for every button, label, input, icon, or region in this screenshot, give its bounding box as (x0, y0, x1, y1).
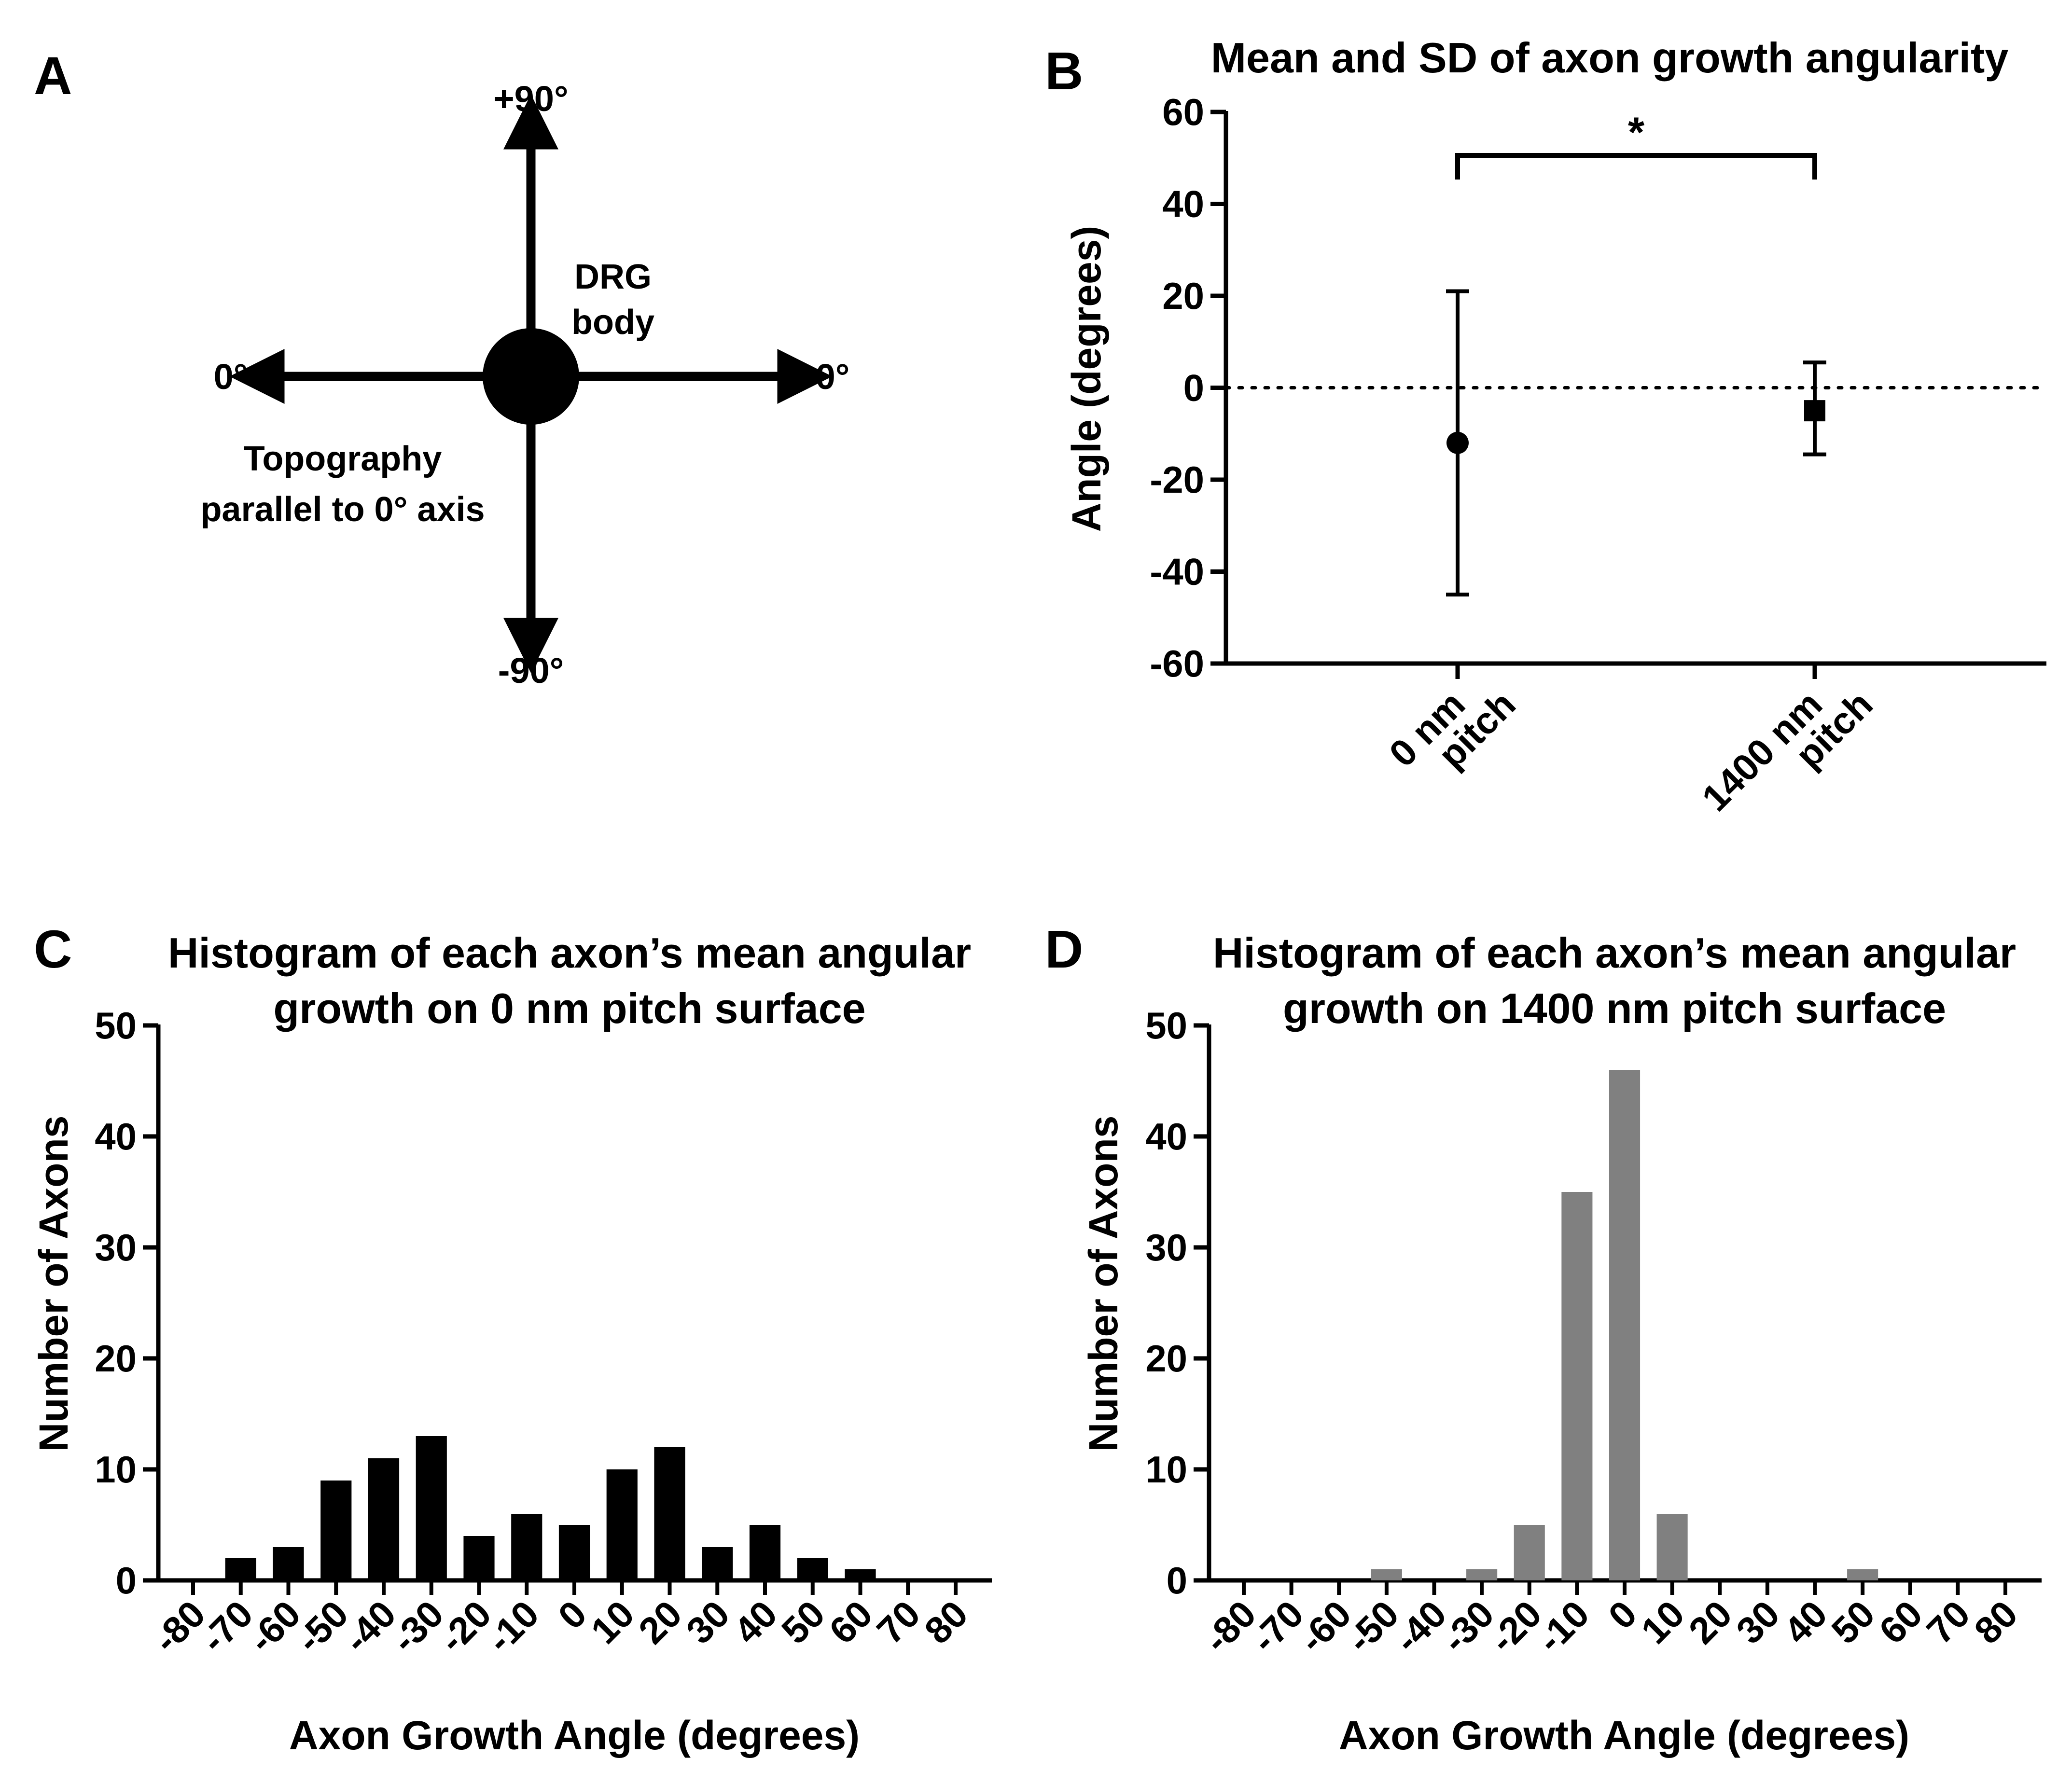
chart-b-y-tick-label: -60 (1150, 642, 1204, 685)
topography-label-line1: Topography (244, 440, 442, 478)
panel-letter-c: C (34, 920, 72, 979)
chart-d-y-tick-label: 30 (1145, 1226, 1187, 1269)
chart-c-bar (654, 1447, 685, 1580)
chart-c-title-line1: Histogram of each axon’s mean angular (168, 929, 971, 977)
panel-b: B Mean and SD of axon growth angularity … (1045, 34, 2048, 819)
chart-d-y-tick-label: 0 (1167, 1559, 1187, 1602)
panel-c: C Histogram of each axon’s mean angular … (31, 920, 992, 1758)
chart-d-y-tick-label: 40 (1145, 1115, 1187, 1158)
drg-body-circle (483, 328, 579, 425)
chart-d-x-tick-label: -10 (1529, 1592, 1597, 1661)
chart-c-bar (368, 1458, 400, 1580)
panel-letter-a: A (34, 46, 72, 106)
chart-d-title-line1: Histogram of each axon’s mean angular (1213, 929, 2016, 977)
chart-d-y-axis-label: Number of Axons (1081, 1116, 1126, 1452)
chart-b-y-tick-label: -40 (1150, 551, 1204, 593)
chart-b-significance-star: * (1628, 108, 1645, 156)
chart-c-x-axis-label: Axon Growth Angle (degrees) (289, 1713, 860, 1758)
chart-b-title: Mean and SD of axon growth angularity (1211, 34, 2009, 82)
panel-letter-d: D (1045, 920, 1083, 979)
chart-c-bar (273, 1547, 304, 1580)
chart-c-y-tick-label: 50 (95, 1004, 137, 1047)
chart-c-x-tick-label: 0 (550, 1592, 595, 1637)
panel-letter-b: B (1045, 42, 1083, 101)
chart-c-y-axis-label: Number of Axons (31, 1116, 76, 1452)
chart-c-bar (463, 1536, 495, 1580)
chart-d-y-tick-label: 10 (1145, 1448, 1187, 1491)
chart-d-x-axis-label: Axon Growth Angle (degrees) (1339, 1713, 1909, 1758)
chart-c-bar (320, 1481, 352, 1580)
panel-d: D Histogram of each axon’s mean angular … (1045, 920, 2042, 1758)
chart-b-y-tick-label: 0 (1183, 367, 1204, 409)
label-plus-90: +90° (493, 79, 568, 119)
panel-a: A +90° -90° 0° 0° DRG body Topography pa… (34, 46, 849, 691)
chart-d-bar (1466, 1569, 1498, 1580)
chart-d-bar (1847, 1569, 1878, 1580)
chart-c-y-tick-label: 30 (95, 1226, 137, 1269)
chart-b-y-tick-label: 60 (1162, 91, 1204, 133)
chart-c-bar (416, 1436, 447, 1580)
label-left-0: 0° (214, 357, 248, 397)
chart-d-title-line2: growth on 1400 nm pitch surface (1283, 984, 1946, 1032)
label-minus-90: -90° (498, 650, 564, 691)
chart-c-x-tick-label: 80 (916, 1592, 976, 1652)
chart-c-y-tick-label: 0 (116, 1559, 137, 1602)
chart-d-x-tick-label: 80 (1966, 1592, 2026, 1652)
drg-label-line1: DRG (574, 258, 652, 296)
chart-b-y-tick-label: 40 (1162, 183, 1204, 225)
chart-c-title-line2: growth on 0 nm pitch surface (273, 984, 865, 1032)
chart-b-mean-point (1804, 400, 1825, 422)
chart-c-bar (511, 1514, 542, 1580)
chart-d-bar (1561, 1192, 1593, 1580)
chart-b-mean-point (1446, 431, 1469, 454)
chart-d-y-tick-label: 50 (1145, 1004, 1187, 1047)
chart-c-y-tick-label: 10 (95, 1448, 137, 1491)
chart-d-bar (1609, 1070, 1641, 1580)
chart-d-y-tick-label: 20 (1145, 1337, 1187, 1380)
chart-b-y-tick-label: 20 (1162, 275, 1204, 317)
chart-c-bar (606, 1469, 638, 1580)
chart-d-bar (1514, 1525, 1545, 1580)
chart-b-y-tick-label: -20 (1150, 458, 1204, 501)
chart-d-bar (1371, 1569, 1402, 1580)
chart-b-y-axis-label: Angle (degrees) (1064, 226, 1109, 532)
chart-c-y-tick-label: 20 (95, 1337, 137, 1380)
chart-c-y-tick-label: 40 (95, 1115, 137, 1158)
chart-b-significance-bracket (1455, 153, 1817, 180)
chart-c-bar (797, 1558, 828, 1580)
chart-d-bar (1656, 1514, 1688, 1580)
topography-label-line2: parallel to 0° axis (200, 490, 485, 529)
chart-c-bar (225, 1558, 256, 1580)
chart-c-bar (749, 1525, 781, 1580)
chart-c-bar (845, 1569, 876, 1580)
label-right-0: 0° (816, 357, 850, 397)
chart-c-bar (558, 1525, 590, 1580)
chart-d-x-tick-label: 0 (1600, 1592, 1645, 1637)
chart-c-x-tick-label: -10 (478, 1592, 547, 1661)
drg-label-line2: body (571, 303, 654, 342)
chart-c-bar (702, 1547, 733, 1580)
